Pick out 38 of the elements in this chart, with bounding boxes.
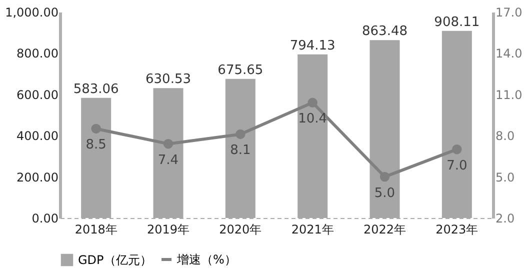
data-label: 10.4 <box>298 112 328 127</box>
point <box>308 98 318 108</box>
data-label: 5.0 <box>374 186 396 201</box>
y2-tick-label: 14.0 <box>496 46 522 61</box>
data-label: 908.11 <box>434 14 480 30</box>
y2-tick-label: 17.0 <box>496 6 522 20</box>
y-tick-label: 600.00 <box>16 88 58 102</box>
data-label: 794.13 <box>290 38 336 54</box>
data-label: 863.48 <box>362 24 408 40</box>
x-tick-label: 2023年 <box>436 222 478 236</box>
point <box>91 124 101 134</box>
x-tick-label: 2018年 <box>74 222 118 236</box>
data-label: 630.53 <box>146 72 191 88</box>
y-tick-label: 800.00 <box>16 46 58 61</box>
y-tick-label: 400.00 <box>16 129 58 144</box>
y2-tick-label: 2.0 <box>496 212 515 226</box>
data-label: 7.4 <box>158 152 179 168</box>
x-tick-label: 2019年 <box>146 222 190 236</box>
y-tick-label: 0.00 <box>32 212 58 226</box>
y2-tick-label: 11.0 <box>496 88 522 102</box>
y-tick-label: 200.00 <box>16 170 58 184</box>
data-label: 8.1 <box>230 143 251 158</box>
x-tick-label: 2021年 <box>291 222 334 236</box>
point <box>452 144 462 154</box>
y2-tick-label: 8.0 <box>496 129 515 144</box>
x-tick-label: 2020年 <box>219 222 262 236</box>
x-tick-label: 2022年 <box>363 222 406 236</box>
data-label: 583.06 <box>73 82 119 97</box>
legend-label: 增速（%） <box>176 252 236 266</box>
point <box>236 129 246 140</box>
y-tick-label: 1,000.00 <box>5 6 58 20</box>
y2-tick-label: 5.0 <box>496 170 515 184</box>
point <box>163 138 174 149</box>
data-label: 7.0 <box>446 158 468 174</box>
point <box>380 172 390 182</box>
data-label: 8.5 <box>86 138 106 153</box>
data-label: 675.65 <box>218 62 264 78</box>
legend-label: GDP（亿元） <box>78 253 152 267</box>
